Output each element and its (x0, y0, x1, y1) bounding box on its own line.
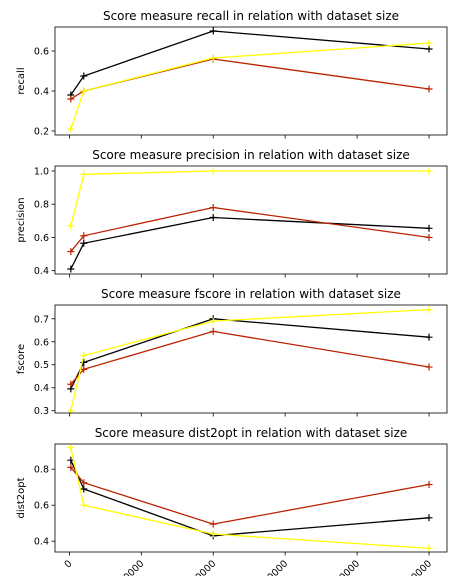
data-point-marker (426, 40, 433, 47)
y-tick-label: 0.8 (34, 200, 49, 211)
data-point-marker (67, 126, 74, 133)
chart-title: Score measure dist2opt in relation with … (95, 426, 408, 440)
series-line-1 (71, 59, 429, 99)
data-point-marker (426, 306, 433, 313)
x-tick-label: 20000 (189, 558, 218, 576)
data-point-marker (80, 73, 87, 80)
y-axis-label: precision (16, 197, 27, 242)
data-point-marker (210, 214, 217, 221)
y-tick-label: 0.4 (34, 537, 49, 548)
y-axis-label: fscore (16, 344, 27, 374)
subplot-recall: Score measure recall in relation with da… (16, 9, 447, 139)
data-point-marker (67, 266, 74, 273)
y-tick-label: 0.4 (34, 383, 49, 394)
y-axis-label: recall (16, 67, 27, 94)
data-point-marker (426, 545, 433, 552)
data-point-marker (426, 364, 433, 371)
y-tick-label: 0.6 (34, 47, 49, 58)
data-point-marker (80, 352, 87, 359)
data-point-marker (426, 481, 433, 488)
data-point-marker (210, 55, 217, 62)
subplot-dist2opt: Score measure dist2opt in relation with … (16, 426, 447, 576)
series-line-0 (71, 319, 429, 389)
data-point-marker (67, 444, 74, 451)
data-point-marker (80, 88, 87, 95)
y-tick-label: 0.5 (34, 360, 49, 371)
x-tick-label: 50000 (405, 558, 434, 576)
x-tick-label: 30000 (261, 558, 290, 576)
data-point-marker (426, 334, 433, 341)
series-line-0 (71, 460, 429, 536)
x-tick-label: 0 (62, 558, 74, 570)
data-point-marker (67, 222, 74, 229)
series-line-1 (71, 467, 429, 524)
series-line-0 (71, 31, 429, 95)
data-point-marker (210, 28, 217, 35)
data-point-marker (426, 46, 433, 53)
y-tick-label: 0.3 (34, 406, 49, 417)
y-tick-label: 0.4 (34, 266, 49, 277)
data-point-marker (426, 234, 433, 241)
plot-frame (55, 305, 447, 413)
data-point-marker (80, 171, 87, 178)
data-point-marker (210, 521, 217, 528)
y-tick-label: 0.6 (34, 501, 49, 512)
y-tick-label: 1.0 (34, 166, 49, 177)
data-point-marker (210, 328, 217, 335)
y-tick-label: 0.6 (34, 337, 49, 348)
y-axis-label: dist2opt (16, 477, 27, 518)
y-tick-label: 0.2 (34, 127, 49, 138)
x-tick-label: 10000 (117, 558, 146, 576)
data-point-marker (210, 204, 217, 211)
data-point-marker (426, 86, 433, 93)
subplot-precision: Score measure precision in relation with… (16, 148, 447, 278)
y-tick-label: 0.8 (34, 465, 49, 476)
plot-frame (55, 444, 447, 552)
data-point-marker (426, 225, 433, 232)
data-point-marker (426, 167, 433, 174)
chart-title: Score measure fscore in relation with da… (101, 287, 401, 301)
data-point-marker (80, 502, 87, 509)
data-point-marker (67, 96, 74, 103)
data-point-marker (210, 167, 217, 174)
y-tick-label: 0.7 (34, 314, 49, 325)
plot-frame (55, 27, 447, 135)
series-line-1 (71, 331, 429, 384)
series-line-2 (71, 43, 429, 129)
series-line-2 (71, 171, 429, 226)
y-tick-label: 0.6 (34, 233, 49, 244)
data-point-marker (426, 514, 433, 521)
x-tick-label: 40000 (333, 558, 362, 576)
chart-title: Score measure precision in relation with… (92, 148, 410, 162)
y-tick-label: 0.4 (34, 87, 49, 98)
data-point-marker (80, 240, 87, 247)
series-line-0 (71, 218, 429, 270)
series-line-1 (71, 208, 429, 252)
series-line-2 (71, 310, 429, 411)
data-point-marker (210, 531, 217, 538)
subplot-fscore: Score measure fscore in relation with da… (16, 287, 447, 417)
chart-title: Score measure recall in relation with da… (103, 9, 399, 23)
